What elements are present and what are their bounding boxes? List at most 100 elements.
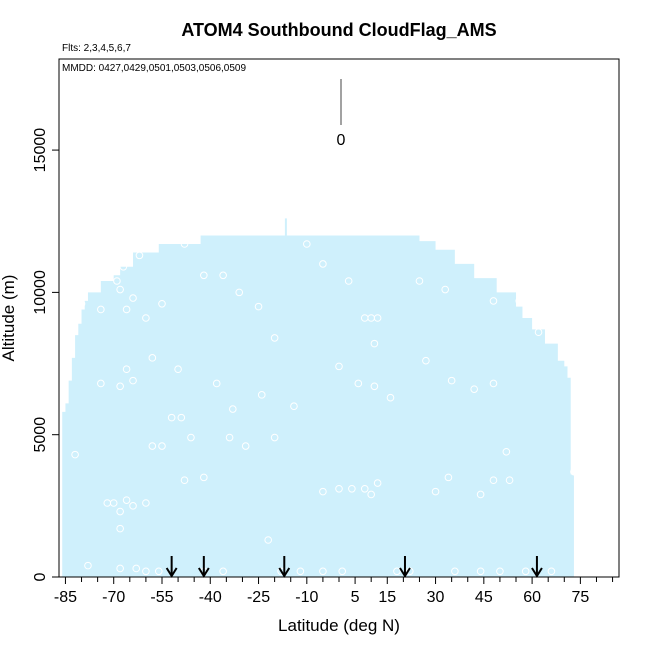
chart-title: ATOM4 Southbound CloudFlag_AMS bbox=[181, 20, 496, 40]
data-point bbox=[219, 271, 227, 280]
data-point bbox=[142, 314, 150, 322]
data-point bbox=[348, 484, 356, 493]
data-point bbox=[515, 297, 524, 305]
x-tick-label: -70 bbox=[102, 589, 125, 606]
data-point bbox=[177, 413, 186, 422]
legend-value-label: 0 bbox=[337, 132, 346, 149]
y-tick-label: 15000 bbox=[32, 128, 49, 173]
data-point bbox=[116, 285, 124, 294]
data-point bbox=[496, 567, 504, 576]
data-point bbox=[158, 442, 166, 450]
x-tick-label: -25 bbox=[247, 589, 270, 606]
data-point bbox=[167, 413, 176, 422]
data-point bbox=[142, 567, 150, 576]
data-point bbox=[116, 524, 124, 533]
data-point bbox=[270, 433, 279, 442]
plot-area bbox=[62, 218, 578, 578]
data-point bbox=[489, 297, 498, 305]
data-point bbox=[470, 385, 478, 393]
location-arrow bbox=[278, 556, 291, 578]
coverage-area bbox=[62, 235, 574, 577]
data-point bbox=[521, 567, 530, 576]
data-point bbox=[415, 277, 424, 285]
y-axis-label: Altitude (m) bbox=[0, 275, 18, 362]
data-point bbox=[570, 467, 578, 476]
data-point bbox=[393, 567, 401, 576]
data-point bbox=[547, 567, 556, 576]
data-point bbox=[122, 305, 131, 314]
x-tick-label: 5 bbox=[351, 589, 360, 606]
data-point bbox=[174, 365, 182, 374]
data-point bbox=[264, 536, 272, 544]
data-point bbox=[132, 564, 141, 573]
data-point bbox=[122, 496, 131, 504]
data-point bbox=[270, 334, 279, 342]
data-point bbox=[154, 567, 163, 576]
x-tick-label: 60 bbox=[523, 589, 541, 606]
data-point bbox=[122, 365, 131, 374]
data-point bbox=[148, 442, 157, 450]
data-point bbox=[373, 479, 382, 487]
data-point bbox=[180, 240, 189, 248]
data-point bbox=[84, 561, 92, 570]
data-point bbox=[476, 567, 485, 576]
data-point bbox=[158, 299, 166, 308]
data-point bbox=[71, 450, 79, 459]
x-tick-label: 75 bbox=[571, 589, 589, 606]
x-tick-label: -10 bbox=[295, 589, 318, 606]
data-point bbox=[441, 285, 450, 294]
x-tick-label: 15 bbox=[378, 589, 396, 606]
x-tick-label: 30 bbox=[427, 589, 445, 606]
data-point bbox=[116, 382, 124, 391]
data-point bbox=[200, 271, 208, 280]
data-point bbox=[319, 260, 327, 268]
data-point bbox=[254, 302, 263, 311]
data-point bbox=[319, 567, 327, 576]
data-point bbox=[344, 277, 353, 285]
data-point bbox=[97, 305, 105, 314]
y-tick-label: 0 bbox=[32, 572, 49, 581]
x-tick-label: -55 bbox=[150, 589, 173, 606]
data-point bbox=[257, 391, 266, 399]
location-arrow bbox=[399, 556, 411, 578]
data-point bbox=[335, 484, 343, 493]
data-point bbox=[235, 288, 244, 297]
x-tick-label: -40 bbox=[199, 589, 222, 606]
data-point bbox=[77, 299, 86, 308]
data-point bbox=[534, 328, 543, 337]
x-axis-label: Latitude (deg N) bbox=[278, 616, 400, 635]
data-point bbox=[228, 405, 237, 413]
data-point bbox=[373, 314, 382, 322]
data-point bbox=[97, 379, 105, 388]
location-arrow bbox=[531, 556, 543, 578]
flights-note: Flts: 2,3,4,5,6,7 bbox=[62, 43, 131, 54]
data-point bbox=[367, 490, 375, 499]
x-axis: -85 -70 -55 -40 -25 -10 5 15 30 45 60 75 bbox=[54, 577, 614, 606]
data-point bbox=[219, 567, 227, 576]
data-point bbox=[225, 433, 234, 442]
data-point bbox=[113, 277, 121, 285]
x-tick-label: 45 bbox=[475, 589, 493, 606]
data-point bbox=[129, 502, 137, 510]
data-point bbox=[335, 362, 343, 371]
y-axis: 0 5000 10000 15000 bbox=[32, 128, 59, 581]
data-point bbox=[386, 393, 395, 402]
data-point bbox=[180, 476, 189, 485]
data-point bbox=[505, 476, 514, 485]
data-point bbox=[338, 567, 347, 576]
dates-note: MMDD: 0427,0429,0501,0503,0506,0509 bbox=[62, 63, 246, 74]
data-point bbox=[370, 339, 379, 348]
data-point bbox=[135, 251, 144, 260]
data-point bbox=[476, 490, 485, 499]
data-point bbox=[303, 240, 311, 248]
data-point bbox=[129, 376, 137, 385]
data-point bbox=[422, 356, 430, 365]
data-point bbox=[109, 499, 118, 507]
data-point bbox=[296, 567, 305, 576]
data-point bbox=[444, 473, 453, 482]
data-point bbox=[142, 499, 150, 507]
data-point bbox=[116, 564, 124, 573]
data-point bbox=[129, 294, 137, 302]
data-point bbox=[431, 487, 440, 496]
